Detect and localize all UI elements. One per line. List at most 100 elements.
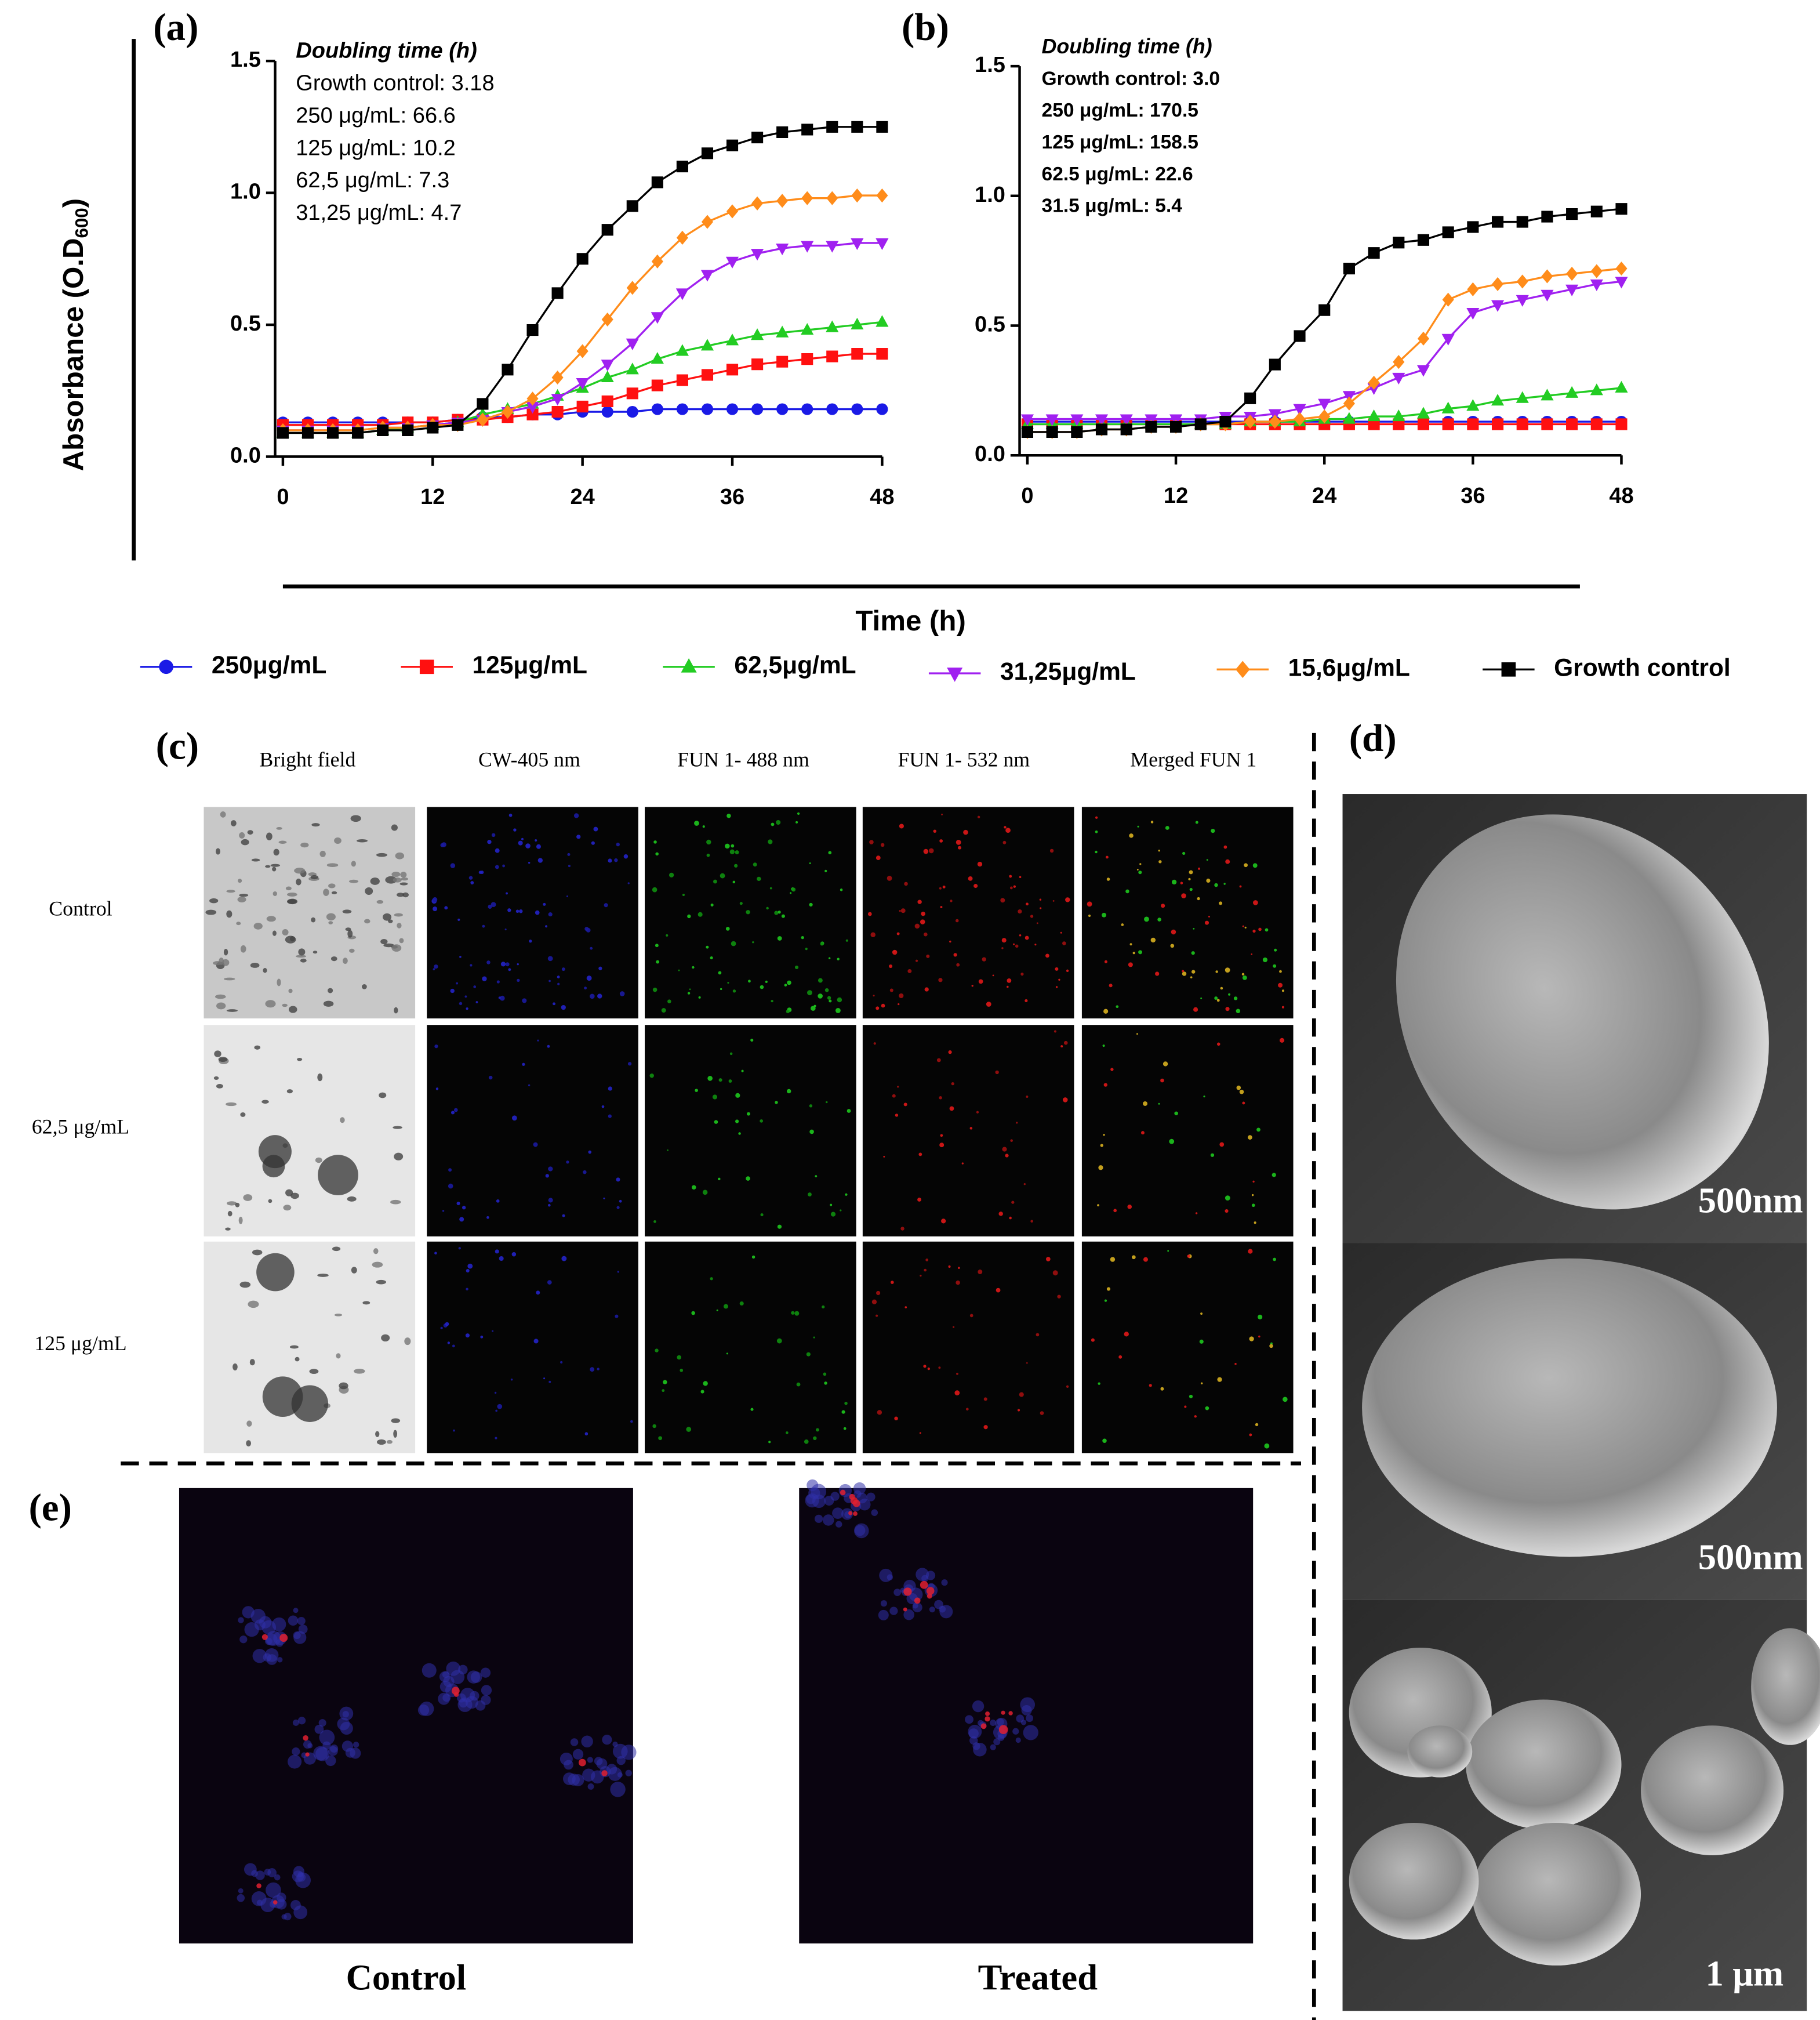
image-detail bbox=[495, 1249, 499, 1254]
image-detail bbox=[1095, 831, 1098, 833]
data-point bbox=[1368, 375, 1380, 390]
image-detail bbox=[590, 1770, 604, 1784]
image-detail bbox=[261, 1100, 269, 1104]
x-tick-label: 0 bbox=[277, 485, 289, 509]
image-detail bbox=[548, 1198, 553, 1203]
image-detail bbox=[597, 993, 602, 999]
image-detail bbox=[487, 840, 492, 844]
image-detail bbox=[720, 988, 722, 991]
image-detail bbox=[1139, 863, 1142, 865]
image-detail bbox=[1247, 1135, 1252, 1140]
image-detail bbox=[502, 864, 505, 868]
image-detail bbox=[517, 978, 520, 982]
image-detail bbox=[290, 936, 295, 942]
image-detail bbox=[1104, 960, 1107, 963]
image-detail bbox=[661, 1008, 666, 1013]
image-detail bbox=[1155, 971, 1160, 976]
image-detail bbox=[1007, 985, 1009, 988]
image-detail bbox=[1641, 1725, 1784, 1855]
image-detail bbox=[983, 1397, 987, 1401]
image-detail bbox=[840, 1209, 842, 1212]
image-detail bbox=[985, 1711, 990, 1716]
image-detail bbox=[820, 942, 824, 946]
image-detail bbox=[927, 1367, 931, 1370]
image-detail bbox=[948, 1265, 951, 1268]
image-detail bbox=[1058, 978, 1060, 981]
image-detail bbox=[266, 832, 273, 840]
image-detail bbox=[263, 967, 267, 973]
data-point bbox=[801, 191, 813, 205]
image-detail bbox=[391, 1418, 401, 1423]
image-detail bbox=[726, 1352, 728, 1355]
image-detail bbox=[1182, 970, 1185, 973]
image-detail bbox=[249, 1359, 255, 1366]
image-detail bbox=[427, 1241, 638, 1453]
image-detail bbox=[495, 848, 500, 853]
image-detail bbox=[293, 1631, 307, 1644]
image-detail bbox=[1055, 967, 1059, 971]
image-detail bbox=[956, 963, 960, 967]
legend-marker bbox=[1235, 661, 1250, 679]
image-detail bbox=[777, 1224, 782, 1229]
data-point bbox=[1318, 398, 1331, 411]
image-detail bbox=[529, 940, 532, 943]
image-detail bbox=[1013, 943, 1015, 945]
image-detail bbox=[829, 999, 832, 1003]
image-detail bbox=[655, 1348, 659, 1352]
image-detail bbox=[807, 990, 812, 996]
image-detail bbox=[548, 1166, 553, 1172]
image-detail bbox=[1171, 929, 1176, 935]
image-detail bbox=[904, 882, 908, 886]
data-point bbox=[751, 249, 764, 261]
image-detail bbox=[1272, 1173, 1276, 1177]
image-detail bbox=[1057, 1294, 1061, 1299]
image-detail bbox=[824, 988, 829, 992]
image-detail bbox=[1181, 893, 1186, 898]
image-detail bbox=[254, 1045, 261, 1050]
image-detail bbox=[1005, 1154, 1009, 1158]
y-label-main: Absorbance (O.D bbox=[57, 238, 89, 472]
image-detail bbox=[795, 821, 798, 824]
image-detail bbox=[1273, 1257, 1277, 1261]
image-detail bbox=[835, 1008, 841, 1013]
image-detail bbox=[1249, 1433, 1252, 1437]
image-detail bbox=[663, 1380, 667, 1384]
image-detail bbox=[434, 964, 438, 969]
image-detail bbox=[328, 883, 336, 888]
image-detail bbox=[399, 938, 404, 944]
image-detail bbox=[1063, 1040, 1068, 1045]
data-point bbox=[1615, 418, 1628, 430]
image-detail bbox=[373, 1248, 379, 1254]
column-header: FUN 1- 532 nm bbox=[898, 748, 1030, 771]
image-detail bbox=[983, 1425, 988, 1430]
image-detail bbox=[686, 1427, 692, 1432]
image-detail bbox=[390, 1199, 401, 1205]
data-point bbox=[876, 121, 888, 133]
image-detail bbox=[486, 1216, 489, 1219]
image-detail bbox=[768, 1441, 771, 1444]
image-detail bbox=[268, 1199, 273, 1203]
image-detail bbox=[395, 852, 405, 860]
image-detail bbox=[330, 956, 337, 962]
image-detail bbox=[939, 1143, 944, 1148]
image-detail bbox=[1225, 859, 1230, 864]
image-detail bbox=[707, 1076, 713, 1081]
image-detail bbox=[1020, 973, 1024, 976]
image-detail bbox=[907, 969, 912, 973]
image-detail bbox=[394, 913, 404, 917]
image-detail bbox=[621, 1745, 637, 1760]
image-detail bbox=[734, 864, 738, 868]
image-detail bbox=[331, 891, 337, 894]
image-detail bbox=[334, 837, 342, 844]
image-detail bbox=[310, 875, 319, 880]
image-detail bbox=[990, 1744, 996, 1750]
image-detail bbox=[811, 1006, 816, 1011]
image-detail bbox=[518, 840, 523, 846]
image-detail bbox=[612, 1741, 618, 1747]
image-detail bbox=[866, 1492, 876, 1502]
image-detail bbox=[925, 1571, 936, 1580]
data-point bbox=[601, 406, 613, 418]
image-detail bbox=[1106, 877, 1110, 881]
image-detail bbox=[1102, 912, 1107, 917]
image-detail bbox=[1121, 923, 1124, 926]
